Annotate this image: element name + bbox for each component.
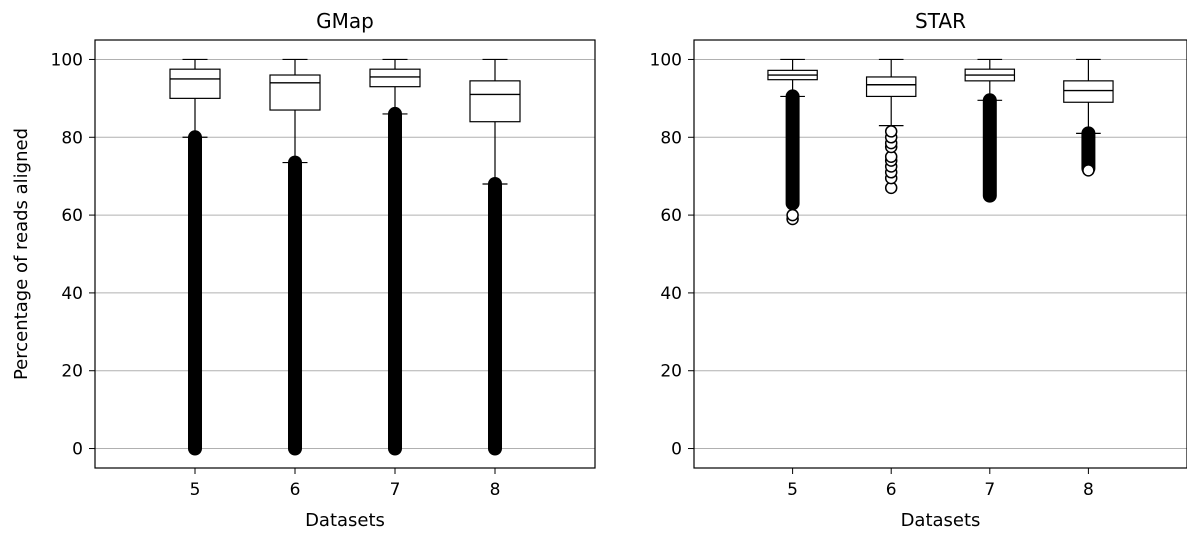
panel-2-ytick-label: 80 [660, 128, 682, 148]
panel-1-ytick-label: 100 [51, 50, 83, 70]
panel-1-box-8 [469, 58, 521, 456]
iqr-box [469, 80, 521, 123]
iqr-box [169, 68, 221, 99]
panel-1-xtick-label: 6 [290, 480, 301, 500]
panel-2-ytick-label: 40 [660, 284, 682, 304]
panel-2-title: STAR [915, 9, 966, 33]
panel-2-xtick-label: 8 [1083, 480, 1094, 500]
panel-2-xtick-label: 5 [787, 480, 798, 500]
panel-2-ytick-label: 0 [671, 440, 682, 460]
panel-1-xlabel: Datasets [305, 510, 385, 531]
panel-2-xtick-label: 6 [886, 480, 897, 500]
iqr-box [269, 74, 321, 111]
panel-2-ytick-label: 20 [660, 362, 682, 382]
panel-1-xtick-label: 5 [190, 480, 201, 500]
panel-2-xtick-label: 7 [984, 480, 995, 500]
panel-2-xlabel: Datasets [901, 510, 981, 531]
flier-point [1082, 164, 1095, 177]
panel-1-ytick-label: 80 [61, 128, 83, 148]
panel-1-xtick-label: 8 [490, 480, 501, 500]
panel-2-group [688, 39, 1187, 474]
panel-1-title: GMap [316, 9, 374, 33]
panel-1-box-6 [269, 58, 321, 456]
panel-1-ytick-label: 60 [61, 206, 83, 226]
flier-point [786, 208, 799, 222]
panel-2-axes-frame [693, 39, 1187, 469]
panel-1-axes-frame [94, 39, 596, 469]
panel-1-ylabel: Percentage of reads aligned [11, 128, 32, 380]
iqr-box [369, 68, 421, 88]
panel-1-ytick-label: 20 [61, 362, 83, 382]
panel-1-xtick-label: 7 [390, 480, 401, 500]
panel-2-ytick-label: 60 [660, 206, 682, 226]
panel-1-box-5 [169, 58, 221, 456]
panel-2-box-6 [865, 58, 917, 195]
panel-1-ytick-label: 40 [61, 284, 83, 304]
panel-1-ytick-label: 0 [72, 440, 83, 460]
panel-2-ytick-label: 100 [650, 50, 682, 70]
panel-1-group [89, 39, 596, 474]
panel-2-box-8 [1063, 58, 1114, 177]
panel-1-box-7 [369, 58, 421, 456]
iqr-box [865, 76, 917, 98]
iqr-box [1063, 80, 1114, 103]
panel-2-box-7 [964, 58, 1016, 203]
panel-2-box-5 [767, 58, 818, 226]
flier-point [884, 125, 898, 138]
